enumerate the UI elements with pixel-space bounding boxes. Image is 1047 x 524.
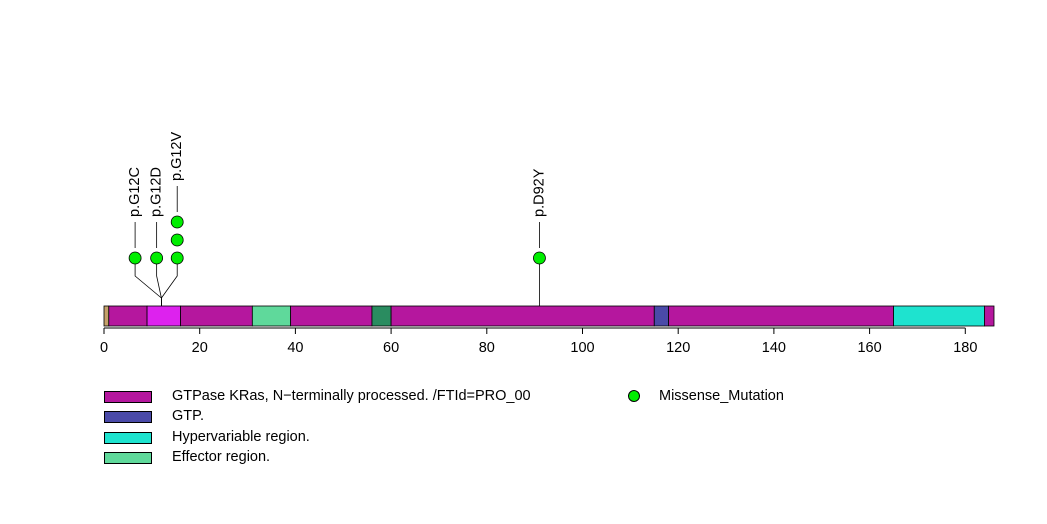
domain-segment (103, 305, 110, 327)
x-tick-label: 100 (570, 340, 594, 356)
legend-label: Missense_Mutation (659, 388, 784, 404)
legend-swatch (104, 432, 152, 444)
mutation-dot (170, 251, 184, 265)
mutation-dot (150, 251, 164, 265)
x-tick-label: 40 (287, 340, 303, 356)
mutation-label: p.G12C (127, 167, 143, 217)
legend-swatch (104, 411, 152, 423)
domain-segment (251, 305, 292, 327)
x-tick-label: 0 (100, 340, 108, 356)
domain-segment (653, 305, 670, 327)
x-tick-label: 120 (666, 340, 690, 356)
mutation-dot (128, 251, 142, 265)
x-tick-label: 60 (383, 340, 399, 356)
x-tick-label: 20 (192, 340, 208, 356)
x-tick-label: 140 (762, 340, 786, 356)
domain-segment (984, 305, 995, 327)
domain-segment (180, 305, 253, 327)
mutation-stem (134, 258, 162, 306)
x-tick-label: 160 (857, 340, 881, 356)
domain-segment (146, 305, 181, 327)
mutation-label: p.G12V (169, 132, 185, 181)
legend-label: GTP. (172, 408, 204, 424)
legend-label: Hypervariable region. (172, 429, 310, 445)
domain-segment (390, 305, 655, 327)
legend-mutation-dot-icon (628, 390, 640, 402)
mutation-label: p.D92Y (531, 168, 547, 217)
mutation-dot (170, 215, 184, 229)
mutation-stem (156, 258, 162, 306)
legend-item-domain-1 (104, 388, 152, 406)
mutation-dot (170, 233, 184, 247)
domain-segment (893, 305, 985, 327)
legend-item-domain-2 (104, 408, 152, 426)
legend-item-domain-4 (104, 449, 152, 467)
domain-segment (290, 305, 373, 327)
legend-label: GTPase KRas, N−terminally processed. /FT… (172, 388, 531, 404)
mutation-stem (161, 258, 178, 306)
legend-swatch (104, 452, 152, 464)
x-tick-label: 80 (479, 340, 495, 356)
legend-label: Effector region. (172, 449, 271, 465)
mutation-label: p.G12D (149, 167, 165, 217)
domain-segment (668, 305, 894, 327)
legend-item-domain-3 (104, 429, 152, 447)
x-tick-label: 180 (953, 340, 977, 356)
legend-swatch (104, 391, 152, 403)
domain-segment (371, 305, 392, 327)
mutation-dot (533, 251, 546, 265)
domain-segment (108, 305, 148, 327)
